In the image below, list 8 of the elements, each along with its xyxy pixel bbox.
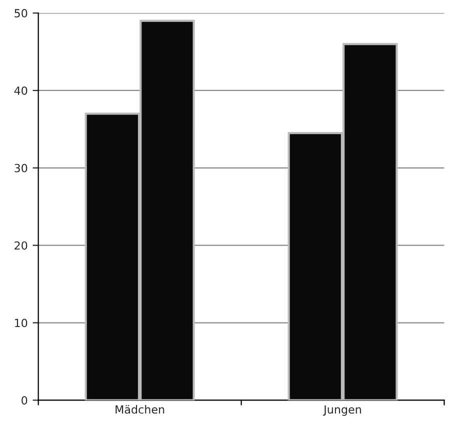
x-tick-label: Jungen bbox=[323, 405, 361, 416]
y-tick-label: 10 bbox=[15, 318, 28, 328]
x-tick-label: Mädchen bbox=[116, 405, 164, 414]
y-tick-label: 50 bbox=[14, 9, 28, 18]
y-tick-label: 0 bbox=[22, 396, 28, 405]
y-tick-label: 30 bbox=[14, 164, 28, 172]
y-tick-label: 40 bbox=[14, 86, 28, 95]
y-tick-label: 20 bbox=[14, 241, 28, 250]
